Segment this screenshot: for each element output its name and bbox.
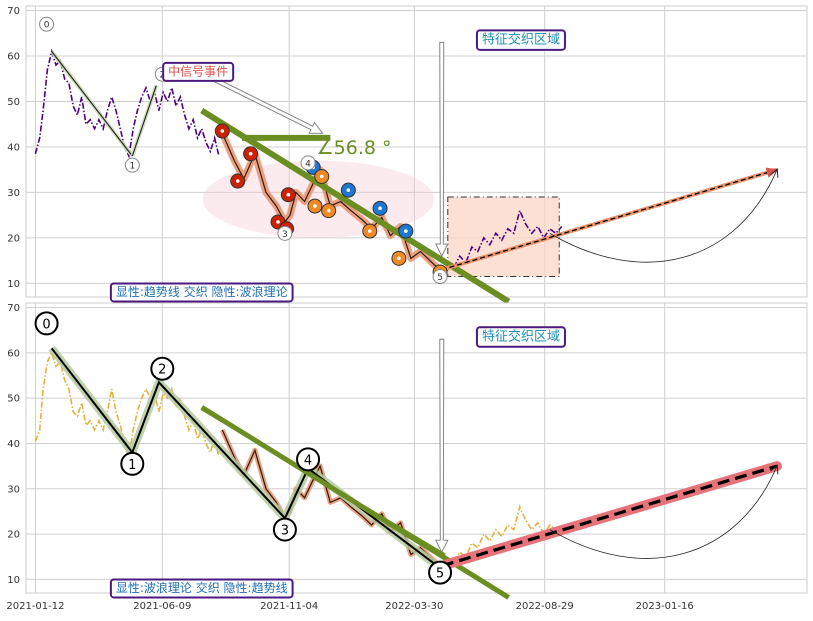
panel-caption-box <box>109 282 294 303</box>
signal-marker-dot <box>346 188 351 192</box>
zone-label: 特征交织区域 <box>482 32 560 48</box>
pivot-circle <box>428 560 453 585</box>
x-tick-label: 2023-01-16 <box>636 601 694 612</box>
panel-caption: 显性:波浪理论 交织 隐性:趋势线 <box>116 580 288 595</box>
pivot-label: 5 <box>436 567 444 582</box>
signal-marker-dot <box>403 229 408 233</box>
signal-marker-dot <box>378 206 382 211</box>
signal-marker-dot <box>220 129 225 133</box>
pivot-label: 4 <box>305 159 311 169</box>
pivot-label: 5 <box>437 273 443 283</box>
y-tick-label: 40 <box>7 439 20 450</box>
hollow-diagonal-arrow-shape <box>211 76 324 134</box>
pivot-label: 1 <box>129 162 135 172</box>
trendline-thin <box>201 408 446 556</box>
y-tick-label: 60 <box>7 52 20 63</box>
pivot-label: 0 <box>42 317 50 332</box>
pivot-circle <box>39 16 55 32</box>
pivot-label: 3 <box>281 524 289 539</box>
y-tick-label: 50 <box>7 394 20 405</box>
wave-line <box>51 51 133 157</box>
angle-label: ∠56.8 ° <box>317 137 392 159</box>
projection-arc <box>549 466 777 559</box>
pivot-circle <box>34 311 59 336</box>
pivot-circle <box>277 225 293 241</box>
signal-marker-dot <box>235 179 240 183</box>
pivot-circle <box>272 517 297 542</box>
signal-marker-dot <box>367 229 372 233</box>
y-tick-label: 20 <box>7 530 20 541</box>
wave-line <box>131 85 157 157</box>
signal-marker-dot <box>326 208 331 213</box>
signal-event-label-box <box>162 61 235 82</box>
x-tick-label: 2021-11-04 <box>260 601 318 612</box>
y-tick-label: 70 <box>7 303 20 314</box>
down-hollow-arrow <box>435 338 449 554</box>
pivot-label: 2 <box>158 363 166 378</box>
signal-marker-dot <box>313 204 317 208</box>
pivot-label: 0 <box>44 21 50 31</box>
down-hollow-arrow <box>435 41 449 258</box>
plot-area <box>25 5 808 298</box>
pivot-circle <box>432 269 448 285</box>
y-tick-label: 70 <box>7 6 20 17</box>
pivot-label: 1 <box>128 458 136 473</box>
signal-marker-dot <box>319 174 324 179</box>
y-tick-label: 30 <box>7 484 20 495</box>
y-tick-label: 20 <box>7 233 20 244</box>
signal-marker-dot <box>248 151 253 156</box>
late-price-series-line <box>453 208 563 268</box>
zone-label-box <box>475 326 566 348</box>
y-tick-label: 30 <box>7 188 20 199</box>
trendline-green <box>200 108 511 305</box>
hollow-diagonal-arrow <box>211 76 324 134</box>
projection-arc <box>549 170 777 263</box>
x-tick-label: 2021-01-12 <box>6 601 64 612</box>
projection-line <box>441 167 779 271</box>
price-series-line <box>34 48 220 159</box>
x-tick-label: 2022-03-30 <box>385 601 443 612</box>
y-tick-label: 40 <box>7 142 20 153</box>
pivot-circle <box>300 155 316 171</box>
projection-line <box>441 464 778 568</box>
panel-caption: 显性:趋势线 交织 隐性:波浪理论 <box>116 284 288 299</box>
pivot-label: 3 <box>282 230 288 240</box>
y-tick-label: 60 <box>7 348 20 359</box>
y-tick-label: 50 <box>7 97 20 108</box>
y-tick-label: 10 <box>7 575 20 586</box>
panel-caption-box <box>109 578 294 599</box>
pivot-circle <box>124 157 140 173</box>
pivot-circle <box>120 451 145 476</box>
plot-area <box>25 302 808 594</box>
signal-marker-dot <box>286 192 291 197</box>
zone-label-box <box>475 29 566 51</box>
pivot-circle <box>296 447 321 472</box>
y-tick-label: 10 <box>7 279 20 290</box>
pivot-circle <box>150 356 175 381</box>
signal-marker-dot <box>397 256 401 261</box>
signal-event-label: 中信号事件 <box>168 63 228 78</box>
x-tick-label: 2021-06-09 <box>133 601 191 612</box>
x-tick-label: 2022-08-29 <box>516 601 574 612</box>
pivot-label: 4 <box>304 453 312 468</box>
top-panel: 10203040506070012345∠56.8 °特征交织区域中信号事件显性… <box>7 5 808 305</box>
signal-marker-dot <box>276 220 280 224</box>
zone-label: 特征交织区域 <box>482 328 560 344</box>
